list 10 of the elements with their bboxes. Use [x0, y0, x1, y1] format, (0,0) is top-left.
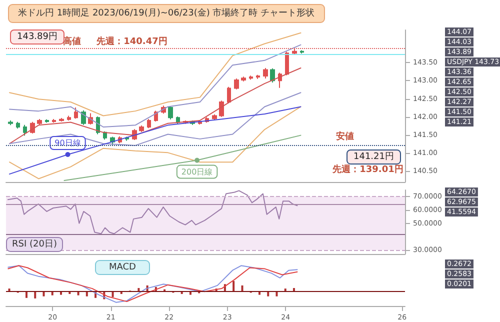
chart-title: 米ドル円 1時間足 2023/06/19(月)~06/23(金) 市場終了時 チャート形状: [18, 8, 315, 18]
ref-line-label: 141.21円: [354, 152, 394, 162]
annotation: 高値: [63, 36, 81, 47]
text: RSI (20日): [12, 240, 57, 250]
chart-title: MACD: [109, 262, 136, 272]
annotation: 安値: [336, 131, 354, 142]
annotation: 先週：139.01円: [332, 164, 404, 175]
ref-line-label: 143.89円: [17, 32, 58, 42]
series-label: 200日線: [181, 167, 213, 176]
annotation: 先週：140.47円: [96, 36, 168, 47]
